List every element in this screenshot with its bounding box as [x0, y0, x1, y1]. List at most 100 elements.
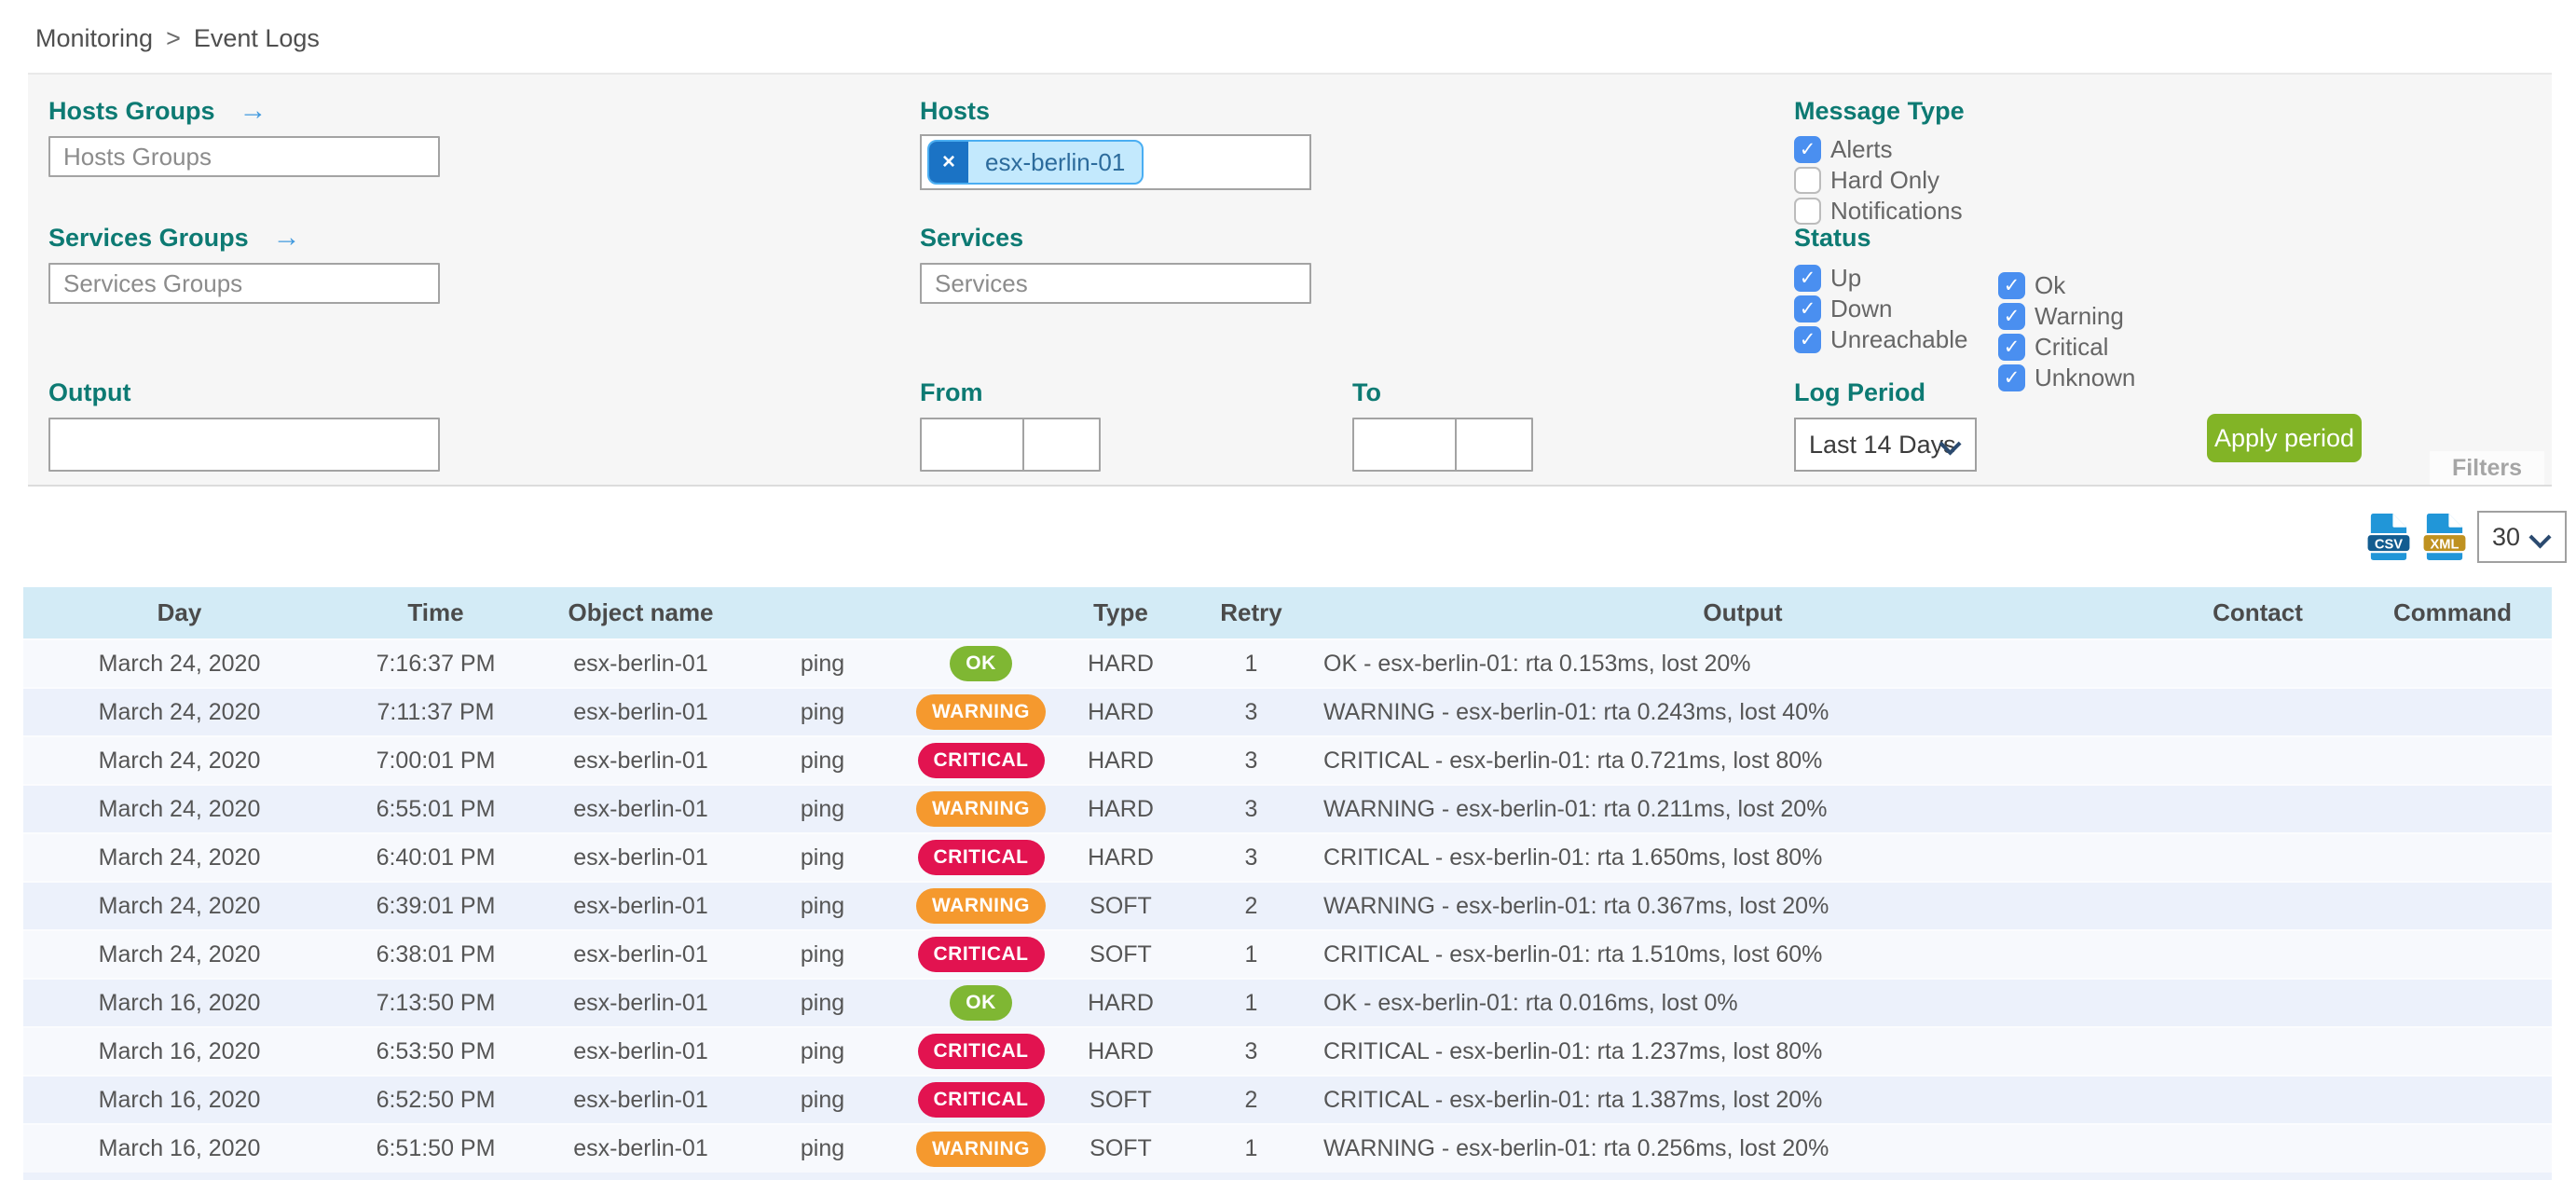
- checkbox[interactable]: [1794, 326, 1821, 353]
- from-date-input[interactable]: [920, 418, 1024, 472]
- output-field: Output: [48, 377, 440, 472]
- to-date-input[interactable]: [1352, 418, 1457, 472]
- cell-output: WARNING - esx-berlin-01: rta 0.256ms, lo…: [1323, 1123, 2162, 1173]
- cell-contact: [2162, 1075, 2353, 1124]
- checkbox[interactable]: [1998, 272, 2025, 299]
- event-row: March 16, 2020 7:13:50 PM esx-berlin-01 …: [23, 978, 2552, 1027]
- header-day: Day: [157, 598, 202, 626]
- checkbox-option[interactable]: Down: [1794, 294, 1967, 324]
- checkbox-option[interactable]: Hard Only: [1794, 165, 1965, 196]
- header-status: [899, 587, 1062, 639]
- cell-day: March 24, 2020: [23, 929, 336, 979]
- cell-service: ping: [746, 1123, 899, 1173]
- cell-output: OK - esx-berlin-01: rta 0.016ms, lost 0%: [1323, 978, 2162, 1027]
- status-badge: OK: [950, 646, 1012, 681]
- checkbox-label: Hard Only: [1830, 166, 1940, 194]
- host-chip-label: esx-berlin-01: [985, 147, 1126, 176]
- checkbox-label: Notifications: [1830, 197, 1963, 225]
- checkbox-option[interactable]: Unreachable: [1794, 324, 1967, 355]
- output-input[interactable]: [48, 418, 440, 472]
- checkbox-label: Alerts: [1830, 135, 1893, 163]
- cell-day: March 16, 2020: [23, 1026, 336, 1076]
- checkbox[interactable]: [1794, 198, 1821, 225]
- cell-service: ping: [746, 687, 899, 736]
- remove-chip-button[interactable]: ×: [929, 142, 968, 183]
- services-label: Services: [920, 224, 1024, 252]
- breadcrumb-event-logs[interactable]: Event Logs: [193, 24, 320, 52]
- checkbox[interactable]: [1794, 295, 1821, 322]
- hosts-field: Hosts × esx-berlin-01: [920, 95, 1311, 190]
- xml-export-icon[interactable]: XML: [2421, 512, 2468, 562]
- cell-command: [2353, 1026, 2552, 1076]
- log-period-select[interactable]: Last 14 Days: [1794, 418, 1977, 472]
- message-type-label: Message Type: [1794, 97, 1965, 125]
- cell-retry: 1: [1179, 929, 1323, 979]
- checkbox[interactable]: [1998, 303, 2025, 330]
- event-row: March 16, 2020 6:52:50 PM esx-berlin-01 …: [23, 1075, 2552, 1124]
- breadcrumb-separator: >: [166, 24, 181, 52]
- checkbox[interactable]: [1998, 334, 2025, 361]
- checkbox-option[interactable]: Alerts: [1794, 134, 1965, 165]
- checkbox-option[interactable]: Ok: [1998, 270, 2135, 301]
- from-field: From: [920, 377, 1101, 472]
- cell-status: CRITICAL: [899, 735, 1062, 785]
- table-header-row: Day Time Object name Type Retry Output C…: [23, 587, 2552, 639]
- apply-period-button[interactable]: Apply period: [2207, 414, 2362, 462]
- cell-retry: 1: [1179, 978, 1323, 1027]
- cell-service: ping: [746, 784, 899, 833]
- header-retry: Retry: [1220, 598, 1282, 626]
- cell-command: [2353, 929, 2552, 979]
- event-row: March 24, 2020 6:40:01 PM esx-berlin-01 …: [23, 832, 2552, 882]
- breadcrumb-monitoring[interactable]: Monitoring: [35, 24, 154, 52]
- cell-object-name: esx-berlin-01: [536, 881, 746, 930]
- cell-status: CRITICAL: [899, 1026, 1062, 1076]
- checkbox[interactable]: [1794, 167, 1821, 194]
- cell-day: March 24, 2020: [23, 638, 336, 688]
- services-groups-input[interactable]: [48, 263, 440, 304]
- hosts-groups-input[interactable]: [48, 136, 440, 177]
- header-service: [746, 587, 899, 639]
- checkbox-option[interactable]: Unknown: [1998, 363, 2135, 393]
- cell-output: CRITICAL - esx-berlin-01: rta 1.387ms, l…: [1323, 1075, 2162, 1124]
- checkbox[interactable]: [1794, 136, 1821, 163]
- cell-service: ping: [746, 1075, 899, 1124]
- status-badge: CRITICAL: [917, 937, 1045, 972]
- cell-service: ping: [746, 1026, 899, 1076]
- services-groups-label: Services Groups →: [48, 222, 301, 253]
- cell-type: SOFT: [1062, 1075, 1179, 1124]
- cell-day: March 16, 2020: [23, 1123, 336, 1173]
- to-time-input[interactable]: [1455, 418, 1533, 472]
- checkbox[interactable]: [1998, 364, 2025, 391]
- arrow-right-icon[interactable]: →: [239, 95, 267, 126]
- event-table-body: March 24, 2020 7:16:37 PM esx-berlin-01 …: [23, 638, 2552, 1173]
- status-badge: WARNING: [916, 888, 1046, 924]
- arrow-right-icon[interactable]: →: [272, 222, 301, 253]
- cell-object-name: esx-berlin-01: [536, 735, 746, 785]
- cell-object-name: esx-berlin-01: [536, 978, 746, 1027]
- cell-time: 6:53:50 PM: [336, 1026, 536, 1076]
- cell-output: CRITICAL - esx-berlin-01: rta 1.650ms, l…: [1323, 832, 2162, 882]
- filters-tab[interactable]: Filters: [2429, 451, 2544, 485]
- checkbox-option[interactable]: Up: [1794, 263, 1967, 294]
- from-time-input[interactable]: [1022, 418, 1101, 472]
- cell-status: WARNING: [899, 784, 1062, 833]
- cell-command: [2353, 1123, 2552, 1173]
- page-size-select[interactable]: 30: [2477, 511, 2567, 563]
- from-label: From: [920, 378, 983, 406]
- cell-object-name: esx-berlin-01: [536, 1123, 746, 1173]
- cell-type: HARD: [1062, 1026, 1179, 1076]
- breadcrumb: Monitoring > Event Logs: [35, 24, 320, 53]
- checkbox[interactable]: [1794, 265, 1821, 292]
- status-label: Status: [1794, 224, 1871, 252]
- services-input[interactable]: [920, 263, 1311, 304]
- cell-command: [2353, 735, 2552, 785]
- hosts-input[interactable]: × esx-berlin-01: [920, 134, 1311, 190]
- cell-status: OK: [899, 638, 1062, 688]
- csv-export-icon[interactable]: CSV: [2365, 512, 2412, 562]
- cell-retry: 3: [1179, 784, 1323, 833]
- to-label: To: [1352, 378, 1381, 406]
- checkbox-option[interactable]: Notifications: [1794, 196, 1965, 226]
- checkbox-option[interactable]: Critical: [1998, 332, 2135, 363]
- checkbox-option[interactable]: Warning: [1998, 301, 2135, 332]
- cell-object-name: esx-berlin-01: [536, 1026, 746, 1076]
